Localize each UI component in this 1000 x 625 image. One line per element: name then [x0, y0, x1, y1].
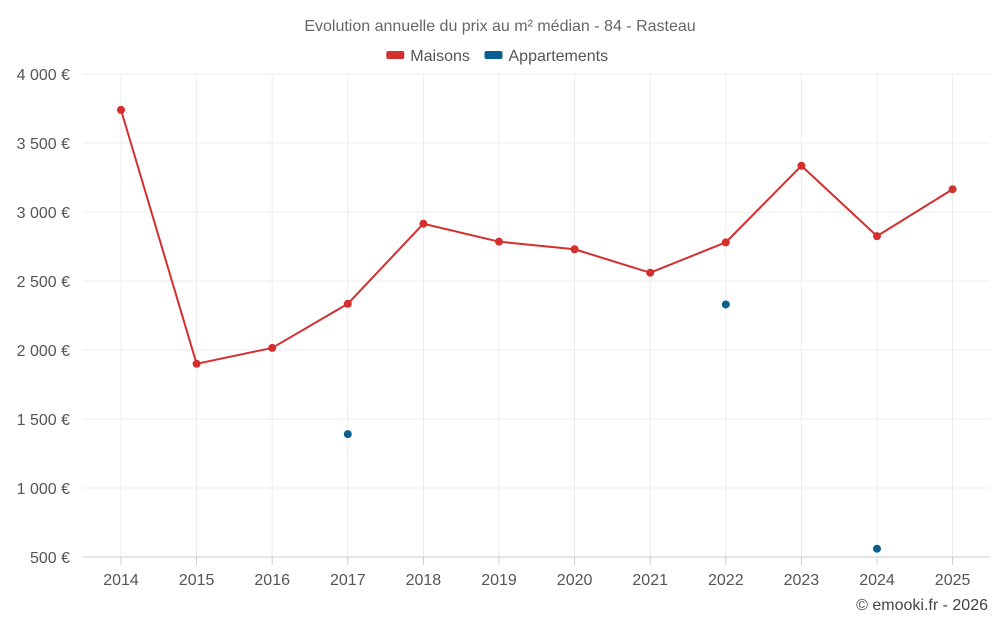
data-point[interactable] — [721, 238, 730, 247]
data-point[interactable] — [192, 359, 201, 368]
legend-label: Appartements — [509, 48, 609, 65]
x-tick-label: 2015 — [179, 572, 215, 589]
series-layer — [117, 105, 957, 553]
data-point[interactable] — [343, 299, 352, 308]
x-tick-label: 2022 — [708, 572, 744, 589]
chart-title: Evolution annuelle du prix au m² médian … — [304, 18, 695, 35]
y-tick-label: 3 000 € — [17, 205, 70, 222]
data-point[interactable] — [873, 544, 881, 553]
x-tick-label: 2018 — [406, 572, 442, 589]
x-tick-label: 2017 — [330, 572, 366, 589]
series-line — [120, 109, 954, 365]
y-tick-label: 1 000 € — [17, 481, 70, 498]
y-tick-label: 500 € — [30, 550, 70, 567]
y-tick-label: 1 500 € — [17, 412, 70, 429]
x-axis: 2014 2015 2016 2017 2018 2019 2020 2021 2022 2023… — [83, 556, 990, 589]
legend-item-appartements[interactable]: Appartements — [484, 48, 609, 65]
data-point[interactable] — [797, 161, 806, 170]
data-point[interactable] — [117, 105, 125, 114]
x-tick-label: 2019 — [481, 572, 517, 589]
data-point[interactable] — [570, 245, 579, 254]
y-tick-label: 2 500 € — [17, 274, 70, 291]
data-point[interactable] — [419, 219, 428, 228]
data-point[interactable] — [721, 300, 730, 309]
legend-swatch — [484, 51, 503, 59]
data-point[interactable] — [873, 232, 881, 241]
legend-label: Maisons — [410, 48, 470, 65]
credit-text: © emooki.fr - 2026 — [856, 597, 988, 614]
data-point[interactable] — [646, 268, 655, 277]
y-tick-label: 2 000 € — [17, 343, 70, 360]
x-tick-label: 2016 — [254, 572, 290, 589]
data-point[interactable] — [495, 237, 503, 246]
y-tick-label: 3 500 € — [17, 136, 70, 153]
x-tick-label: 2021 — [632, 572, 668, 589]
x-tick-label: 2023 — [784, 572, 820, 589]
data-point[interactable] — [948, 185, 957, 194]
grid — [83, 73, 990, 557]
x-tick-label: 2025 — [935, 572, 971, 589]
x-tick-label: 2014 — [103, 572, 139, 589]
series-maisons — [117, 105, 957, 368]
y-axis: 500 € 1 000 € 1 500 € 2 000 € 2 500 € 3 000 €… — [17, 67, 70, 567]
legend-item-maisons[interactable]: Maisons — [386, 48, 470, 65]
series-appartements — [343, 300, 881, 553]
y-tick-label: 4 000 € — [17, 67, 70, 84]
legend[interactable]: Maisons Appartements — [386, 48, 608, 65]
legend-swatch — [386, 51, 405, 59]
data-point[interactable] — [343, 430, 352, 439]
x-tick-label: 2024 — [859, 572, 895, 589]
data-point[interactable] — [268, 343, 277, 352]
x-tick-label: 2020 — [557, 572, 593, 589]
